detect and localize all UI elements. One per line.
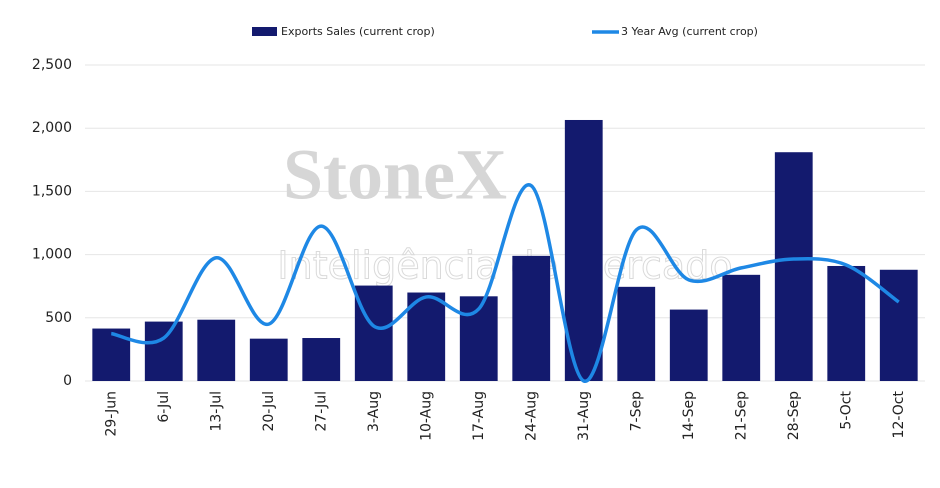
x-tick-label: 13-Jul xyxy=(208,391,224,432)
y-tick-label: 1,500 xyxy=(32,183,72,199)
x-tick-label: 10-Aug xyxy=(418,391,434,441)
bar xyxy=(354,285,393,381)
x-tick-label: 28-Sep xyxy=(786,391,802,440)
bar xyxy=(617,286,656,381)
y-tick-label: 1,000 xyxy=(32,247,72,263)
y-tick-label: 2,500 xyxy=(32,57,72,73)
bar xyxy=(197,319,236,381)
x-tick-label: 27-Jul xyxy=(313,391,329,432)
bar xyxy=(722,274,761,381)
x-tick-label: 12-Oct xyxy=(891,390,907,438)
y-tick-label: 500 xyxy=(45,310,72,326)
y-tick-label: 2,000 xyxy=(32,120,72,136)
watermark-title: StoneX xyxy=(283,135,507,215)
x-tick-label: 20-Jul xyxy=(261,391,277,432)
x-tick-label: 7-Sep xyxy=(628,391,644,431)
x-tick-label: 17-Aug xyxy=(471,391,487,441)
bar xyxy=(302,338,341,381)
x-tick-label: 5-Oct xyxy=(838,390,854,429)
bar xyxy=(512,255,551,381)
x-tick-label: 21-Sep xyxy=(733,391,749,440)
bar xyxy=(879,269,918,381)
bar xyxy=(407,292,446,381)
x-tick-label: 14-Sep xyxy=(681,391,697,440)
bar xyxy=(827,265,866,381)
bar xyxy=(144,321,183,381)
bar xyxy=(249,338,288,381)
watermark-subtitle: Inteligência de Mercado xyxy=(277,244,732,288)
line xyxy=(110,183,900,383)
bar xyxy=(774,152,813,381)
y-tick-label: 0 xyxy=(63,373,72,389)
legend-label: 3 Year Avg (current crop) xyxy=(621,25,758,38)
x-tick-label: 31-Aug xyxy=(576,391,592,441)
bar xyxy=(564,119,603,381)
x-tick-label: 3-Aug xyxy=(366,391,382,432)
bar xyxy=(669,309,708,381)
x-tick-label: 6-Jul xyxy=(156,391,172,423)
legend-label: Exports Sales (current crop) xyxy=(281,25,435,38)
legend-swatch xyxy=(252,27,277,36)
x-tick-label: 29-Jun xyxy=(103,391,119,437)
x-tick-label: 24-Aug xyxy=(523,391,539,441)
